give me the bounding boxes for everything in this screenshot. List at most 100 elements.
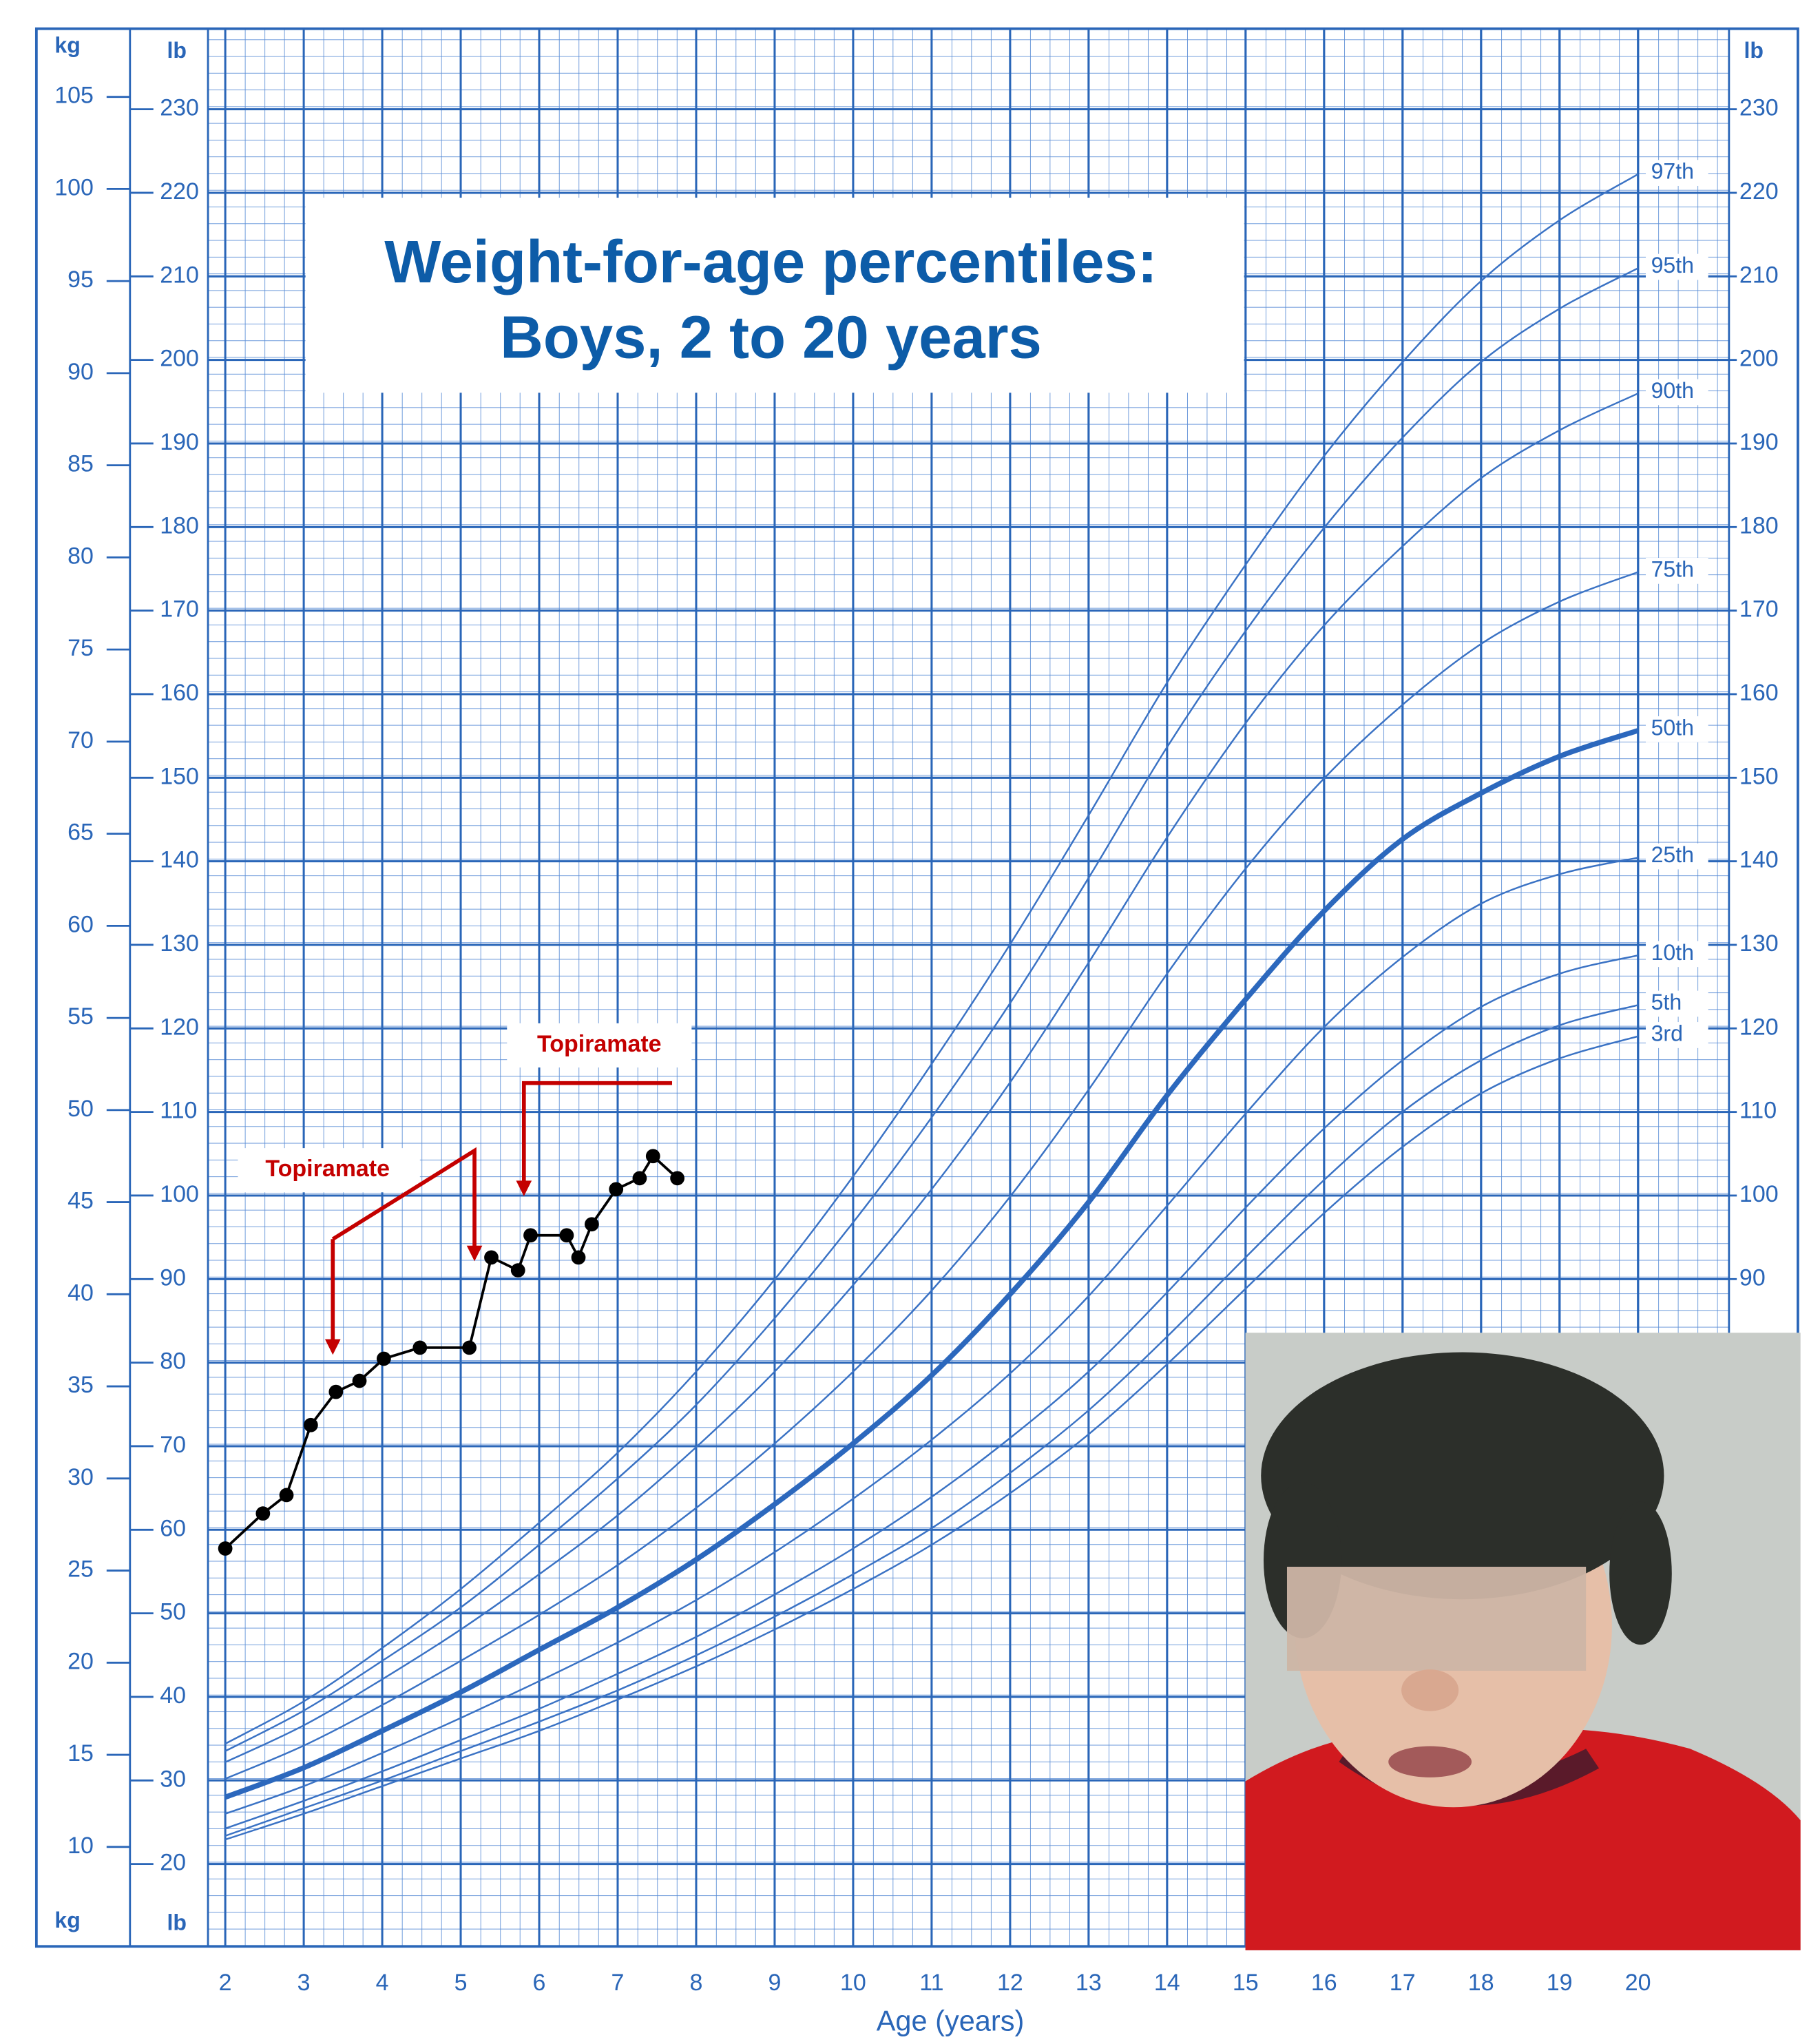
percentile-curve xyxy=(224,267,1639,1752)
y-tick-label: 80 xyxy=(67,543,94,569)
patient-point xyxy=(559,1228,574,1243)
axis-layer: 2 3 4 5 6 7 8 9 10 11 12 13 14 15 16 17 18 19 201015202530… xyxy=(54,83,1778,1996)
x-tick-label: 9 xyxy=(768,1970,781,1996)
patient-point xyxy=(462,1340,477,1355)
y2-tick-label: 20 xyxy=(160,1850,186,1876)
photo-hair-side xyxy=(1609,1501,1672,1645)
y2-tick-label: 180 xyxy=(1739,512,1779,539)
x-tick-label: 3 xyxy=(297,1970,311,1996)
patient-point xyxy=(609,1182,624,1197)
label-background xyxy=(1646,558,1708,584)
y2-tick-label: 210 xyxy=(160,262,199,288)
y2-tick-label: 30 xyxy=(160,1766,186,1792)
x-tick-label: 10 xyxy=(840,1970,866,1996)
x-tick-label: 11 xyxy=(919,1970,943,1996)
y2-tick-label: 160 xyxy=(160,680,199,706)
y2-tick-label: 190 xyxy=(160,429,199,455)
y-tick-label: 105 xyxy=(54,83,94,109)
y-tick-label: 30 xyxy=(67,1464,94,1490)
percentile-label: 90th xyxy=(1651,378,1694,403)
y2-axis-unit: lb xyxy=(167,38,187,63)
x-tick-label: 12 xyxy=(997,1970,1023,1996)
y-tick-label: 20 xyxy=(67,1648,94,1674)
y-axis-unit: kg xyxy=(54,33,80,58)
y2-tick-label: 150 xyxy=(1739,763,1779,789)
patient-point xyxy=(670,1171,684,1186)
percentile-label: 50th xyxy=(1651,715,1694,740)
y2-tick-label: 150 xyxy=(160,763,199,789)
y2-tick-label: 90 xyxy=(160,1264,186,1291)
frame xyxy=(34,27,1799,1948)
photo-hair xyxy=(1261,1352,1664,1600)
patient-point xyxy=(632,1171,647,1186)
y2-tick-label: 80 xyxy=(160,1348,186,1375)
y2-tick-label: 60 xyxy=(160,1515,186,1541)
curve-layer: 3rd 5th 10th 25th 50th 75th 90th 95th 97th xyxy=(224,159,1708,1841)
x-tick-label: 13 xyxy=(1076,1970,1102,1996)
percentile-curve xyxy=(224,173,1639,1745)
label-background xyxy=(1646,990,1708,1017)
x-tick-label: 18 xyxy=(1468,1970,1494,1996)
percentile-label: 25th xyxy=(1651,842,1694,867)
y-tick-label: 100 xyxy=(54,174,94,200)
patient-point xyxy=(352,1373,367,1388)
percentile-curve xyxy=(224,571,1639,1780)
y2-tick-label: 230 xyxy=(1739,95,1779,121)
patient-point xyxy=(303,1417,318,1432)
y2-tick-label: 230 xyxy=(160,95,199,121)
y2-axis-unit: lb xyxy=(1744,38,1764,63)
x-tick-label: 5 xyxy=(454,1970,468,1996)
y-tick-label: 70 xyxy=(67,727,94,753)
percentile-label: 5th xyxy=(1651,990,1682,1014)
x-tick-label: 2 xyxy=(219,1970,232,1996)
photo-nose xyxy=(1401,1669,1459,1711)
label-background xyxy=(1646,379,1708,406)
y2-tick-label: 220 xyxy=(1739,178,1779,205)
label-background xyxy=(1646,941,1708,968)
annotation: Topiramate xyxy=(265,1156,390,1182)
annotation: Topiramate xyxy=(537,1031,662,1057)
percentile-label: 97th xyxy=(1651,159,1694,184)
y-tick-label: 90 xyxy=(67,359,94,385)
x-tick-label: 16 xyxy=(1311,1970,1337,1996)
percentile-label: 10th xyxy=(1651,940,1694,965)
photo-mouth xyxy=(1388,1746,1472,1777)
x-axis-title: Age (years) xyxy=(877,2005,1025,2037)
patient-point xyxy=(510,1263,525,1278)
y2-tick-label: 120 xyxy=(160,1014,199,1040)
y2-tick-label: 110 xyxy=(160,1098,197,1124)
patient-point xyxy=(484,1250,499,1265)
y2-axis-unit: lb xyxy=(167,1910,187,1935)
y2-tick-label: 140 xyxy=(160,847,199,873)
y2-tick-label: 160 xyxy=(1739,680,1779,706)
y2-tick-label: 190 xyxy=(1739,429,1779,455)
patient-point xyxy=(218,1541,233,1556)
arrow-head xyxy=(516,1180,532,1196)
label-background xyxy=(1646,160,1708,186)
x-tick-label: 19 xyxy=(1547,1970,1573,1996)
y-tick-label: 45 xyxy=(67,1188,94,1214)
patient-photo xyxy=(1245,1333,1801,1950)
x-tick-label: 6 xyxy=(533,1970,546,1996)
annotation-box xyxy=(507,1023,692,1068)
x-tick-label: 8 xyxy=(690,1970,703,1996)
y2-tick-label: 100 xyxy=(160,1181,199,1207)
y-tick-label: 60 xyxy=(67,911,94,937)
y2-tick-label: 70 xyxy=(160,1432,186,1458)
percentile-curve xyxy=(224,954,1638,1830)
y2-tick-label: 130 xyxy=(160,930,199,957)
patient-point xyxy=(412,1340,428,1355)
y2-tick-label: 90 xyxy=(1739,1264,1766,1291)
percentile-curve xyxy=(224,857,1638,1815)
y-tick-label: 85 xyxy=(67,451,94,477)
photo-eye-blur xyxy=(1286,1567,1587,1671)
x-tick-label: 14 xyxy=(1154,1970,1180,1996)
x-tick-label: 15 xyxy=(1233,1970,1259,1996)
y-tick-label: 75 xyxy=(67,635,94,661)
y2-tick-label: 220 xyxy=(160,178,199,205)
y2-tick-label: 40 xyxy=(160,1682,186,1709)
patient-point xyxy=(523,1228,538,1243)
annotation-arrow xyxy=(521,1081,673,1186)
label-background xyxy=(1646,716,1708,742)
label-background xyxy=(1646,1022,1708,1048)
